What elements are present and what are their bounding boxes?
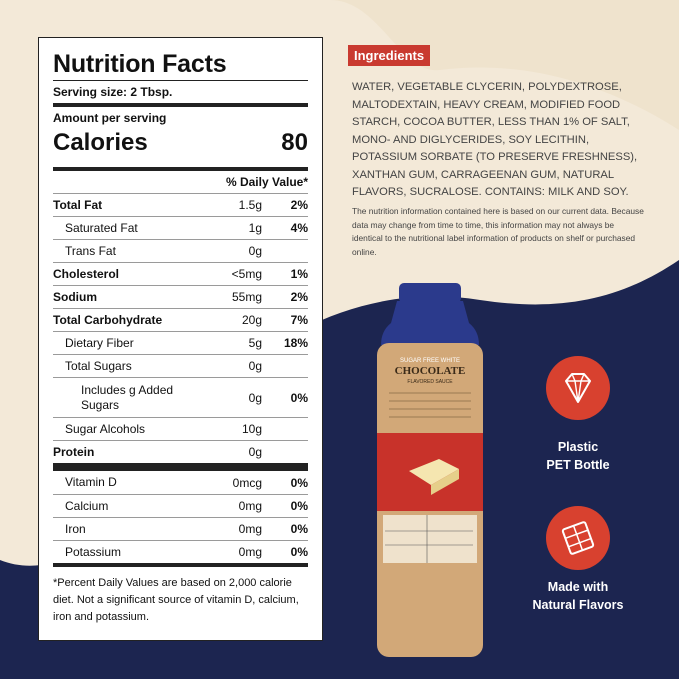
nutrient-name: Total Carbohydrate xyxy=(53,312,163,327)
nutrition-disclaimer: The nutrition information contained here… xyxy=(352,206,644,258)
bottle-label-line1: SUGAR FREE WHITE xyxy=(400,358,460,364)
vitamin-amount: 0mg xyxy=(238,522,262,536)
nutrient-amount: 10g xyxy=(241,422,262,436)
divider xyxy=(53,563,308,567)
nutrient-dv: 7% xyxy=(290,313,308,327)
vitamin-row: Vitamin D 0mcg 0% xyxy=(53,471,308,494)
amount-per-serving: Amount per serving xyxy=(53,111,167,125)
divider xyxy=(53,103,308,107)
badge-label-line2: PET Bottle xyxy=(546,458,610,472)
nutrient-name: Trans Fat xyxy=(65,243,116,258)
badge-label: Plastic PET Bottle xyxy=(520,438,636,474)
ingredients-heading: Ingredients xyxy=(348,45,431,66)
nutrient-row: Includes g Added Sugars 0g 0% xyxy=(53,377,308,417)
vitamin-name: Potassium xyxy=(65,544,122,559)
calories-label: Calories xyxy=(53,129,148,156)
nutrient-dv: 4% xyxy=(290,221,308,235)
nutrient-row: Sugar Alcohols 10g xyxy=(53,417,308,440)
diamond-icon xyxy=(565,373,591,403)
bottle-label-line2: CHOCOLATE xyxy=(395,365,466,377)
nutrient-row: Total Sugars 0g xyxy=(53,354,308,377)
dv-footnote: *Percent Daily Values are based on 2,000… xyxy=(53,577,299,623)
nutrient-dv: 0% xyxy=(290,390,308,405)
nutrient-name: Sodium xyxy=(53,289,97,304)
chocolate-bar-icon xyxy=(561,521,595,555)
nutrient-row: Dietary Fiber 5g 18% xyxy=(53,331,308,354)
vitamin-name: Calcium xyxy=(65,498,109,513)
ingredients-text: WATER, VEGETABLE CLYCERIN, POLYDEXTROSE,… xyxy=(352,81,638,198)
vitamin-name: Vitamin D xyxy=(65,475,117,489)
nutrition-facts-title: Nutrition Facts xyxy=(53,50,227,78)
nutrient-amount: <5mg xyxy=(231,267,262,281)
nutrient-amount: 0g xyxy=(248,359,262,373)
nutrition-facts-panel: Nutrition Facts Serving size: 2 Tbsp. Am… xyxy=(38,37,323,641)
vitamin-row: Iron 0mg 0% xyxy=(53,517,308,540)
divider xyxy=(53,167,308,171)
calories-value: 80 xyxy=(281,129,308,156)
nutrient-row: Cholesterol <5mg 1% xyxy=(53,262,308,285)
sauce-bottle: SUGAR FREE WHITE CHOCOLATE FLAVORED SAUC… xyxy=(377,283,483,657)
nutrient-dv: 18% xyxy=(283,336,308,350)
badge-label-line2: Natural Flavors xyxy=(532,598,624,612)
vitamin-dv: 0% xyxy=(290,522,308,536)
vitamin-dv: 0% xyxy=(290,475,308,490)
divider xyxy=(53,463,308,471)
nutrient-name: Protein xyxy=(53,444,95,459)
divider xyxy=(53,80,308,81)
nutrient-name: Total Fat xyxy=(53,197,103,212)
nutrient-amount: 55mg xyxy=(231,290,262,304)
nutrient-row: Protein 0g xyxy=(53,440,308,463)
nutrient-name: Saturated Fat xyxy=(65,220,138,235)
nutrient-name: Total Sugars xyxy=(65,358,132,373)
vitamin-dv: 0% xyxy=(290,545,308,559)
nutrient-name: Dietary Fiber xyxy=(65,335,134,350)
nutrient-name: Cholesterol xyxy=(53,266,120,281)
vitamin-name: Iron xyxy=(65,521,86,536)
nutrient-row: Trans Fat 0g xyxy=(53,239,308,262)
badge-label-line1: Made with xyxy=(547,580,609,594)
nutrient-amount: 0g xyxy=(248,445,262,459)
bottle-label-line3: FLAVORED SAUCE xyxy=(407,379,453,385)
nutrient-amount: 5g xyxy=(248,336,262,350)
nutrient-row: Total Fat 1.5g 2% xyxy=(53,193,308,216)
nutrient-dv: 2% xyxy=(290,290,308,304)
vitamin-amount: 0mg xyxy=(238,499,262,513)
nutrient-amount: 1g xyxy=(248,221,262,235)
nutrient-name: Sugar Alcohols xyxy=(65,421,146,436)
vitamin-row: Potassium 0mg 0% xyxy=(53,540,308,563)
nutrient-row: Saturated Fat 1g 4% xyxy=(53,216,308,239)
badge-label: Made with Natural Flavors xyxy=(520,578,636,614)
vitamin-dv: 0% xyxy=(290,499,308,513)
nutrient-row: Total Carbohydrate 20g 7% xyxy=(53,308,308,331)
nutrient-amount: 0g xyxy=(248,390,262,405)
badge-label-line1: Plastic xyxy=(557,440,599,454)
vitamin-amount: 0mg xyxy=(238,545,262,559)
badge-circle xyxy=(546,356,610,420)
nutrient-dv: 1% xyxy=(290,267,308,281)
nutrient-dv: 2% xyxy=(290,198,308,212)
vitamin-row: Calcium 0mg 0% xyxy=(53,494,308,517)
nutrient-amount: 20g xyxy=(241,313,262,327)
calories-row: Calories 80 xyxy=(53,129,308,167)
nutrient-row: Sodium 55mg 2% xyxy=(53,285,308,308)
vitamin-amount: 0mcg xyxy=(232,475,262,490)
nutrient-amount: 1.5g xyxy=(238,198,262,212)
daily-value-header: % Daily Value* xyxy=(225,175,308,189)
nutrient-amount: 0g xyxy=(248,244,262,258)
nutrient-name: Includes g Added Sugars xyxy=(81,382,174,412)
serving-size: Serving size: 2 Tbsp. xyxy=(53,85,173,99)
